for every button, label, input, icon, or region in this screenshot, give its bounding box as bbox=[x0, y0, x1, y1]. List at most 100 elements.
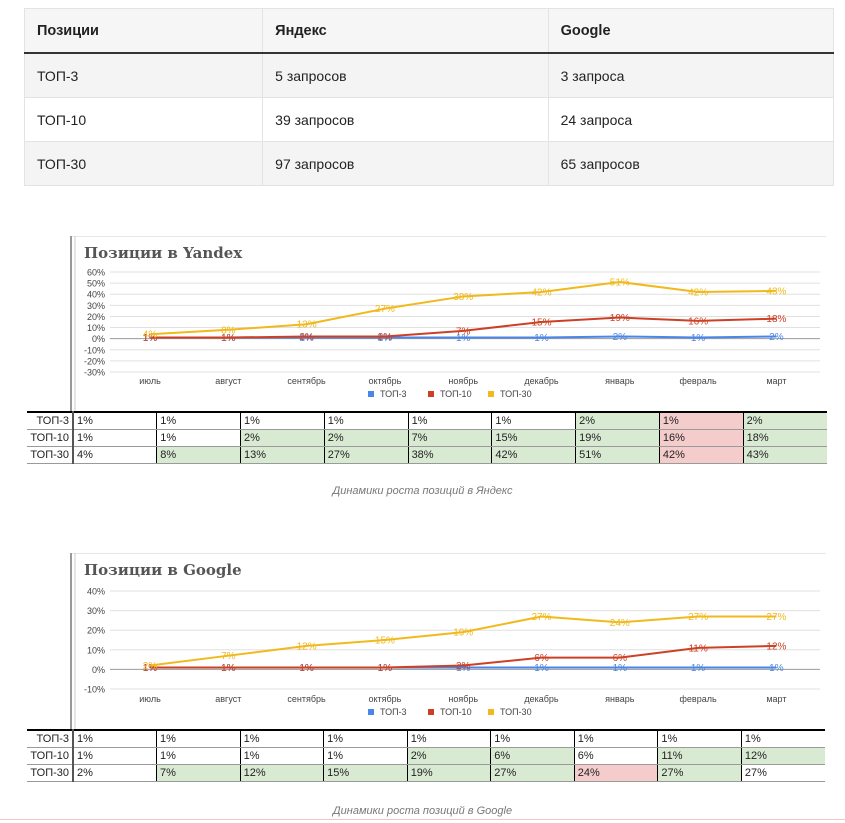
value-cell: 27% bbox=[740, 764, 825, 782]
value-cell: 12% bbox=[239, 764, 324, 782]
value-cell: 27% bbox=[323, 446, 409, 464]
row-label: ТОП-3 bbox=[27, 729, 74, 748]
value-cell: 2% bbox=[575, 411, 660, 430]
value-cell: 1% bbox=[239, 729, 324, 748]
x-tick-label: ноябрь bbox=[448, 694, 478, 704]
value-cell: 19% bbox=[575, 429, 660, 447]
y-tick-label: 0% bbox=[92, 665, 105, 675]
legend-label: ТОП-10 bbox=[440, 707, 472, 717]
data-label: 1% bbox=[534, 333, 549, 344]
data-label: 1% bbox=[534, 663, 549, 674]
value-cell: 1% bbox=[323, 729, 408, 748]
google-line-chart: Позиции в Google 40% 30% 20% 10% 0% -10% июль ав… bbox=[70, 553, 826, 731]
table-row: ТОП-10 1% 1% 1% 1% 2% 6% 6% 11% 12% bbox=[27, 747, 825, 765]
value-cell: 27% bbox=[490, 764, 575, 782]
row-label: ТОП-30 bbox=[27, 446, 74, 464]
table-row: ТОП-3 5 запросов 3 запроса bbox=[24, 52, 834, 98]
value-cell: 2% bbox=[323, 429, 409, 447]
data-label: 2% bbox=[299, 332, 314, 343]
yandex-value: 5 запросов bbox=[262, 52, 549, 98]
value-cell: 1% bbox=[156, 747, 241, 765]
chart-background bbox=[70, 236, 826, 411]
data-label: 42% bbox=[531, 288, 551, 299]
legend-swatch bbox=[428, 709, 434, 715]
data-label: 27% bbox=[531, 612, 551, 623]
data-label: 1% bbox=[691, 663, 706, 674]
value-cell: 8% bbox=[156, 446, 241, 464]
value-cell: 15% bbox=[323, 764, 408, 782]
value-cell: 1% bbox=[406, 729, 491, 748]
chart-background bbox=[70, 553, 826, 731]
value-cell: 1% bbox=[156, 411, 241, 430]
y-tick-label: 10% bbox=[87, 323, 105, 333]
row-label: ТОП-10 bbox=[24, 97, 263, 142]
row-label: ТОП-30 bbox=[27, 764, 74, 782]
value-cell: 4% bbox=[72, 446, 157, 464]
data-label: 2% bbox=[143, 661, 158, 672]
x-tick-label: декабрь bbox=[524, 694, 559, 704]
value-cell: 13% bbox=[240, 446, 325, 464]
y-tick-label: -30% bbox=[84, 368, 105, 378]
google-chart-caption: Динамики роста позиций в Google bbox=[332, 805, 513, 817]
google-value: 65 запросов bbox=[547, 141, 834, 186]
value-cell: 6% bbox=[573, 747, 658, 765]
divider bbox=[0, 819, 845, 820]
google-value: 3 запроса bbox=[547, 52, 834, 98]
value-cell: 1% bbox=[657, 729, 742, 748]
header-positions: Позиции bbox=[24, 8, 263, 54]
row-label: ТОП-30 bbox=[24, 141, 263, 186]
x-tick-label: март bbox=[766, 376, 786, 386]
value-cell: 1% bbox=[72, 429, 157, 447]
value-cell: 1% bbox=[491, 411, 576, 430]
value-cell: 38% bbox=[407, 446, 492, 464]
data-label: 1% bbox=[143, 333, 158, 344]
value-cell: 1% bbox=[72, 411, 157, 430]
value-cell: 1% bbox=[240, 411, 325, 430]
x-tick-label: август bbox=[215, 376, 241, 386]
legend-swatch bbox=[488, 391, 494, 397]
data-label: 1% bbox=[378, 663, 393, 674]
table-row: ТОП-10 39 запросов 24 запроса bbox=[24, 97, 834, 142]
x-tick-label: июль bbox=[139, 376, 161, 386]
y-tick-label: 40% bbox=[87, 290, 105, 300]
value-cell: 12% bbox=[740, 747, 825, 765]
x-tick-label: январь bbox=[605, 376, 635, 386]
data-label: 11% bbox=[688, 643, 707, 654]
y-tick-label: 20% bbox=[87, 626, 105, 636]
value-cell: 1% bbox=[156, 729, 241, 748]
data-label: 1% bbox=[143, 663, 158, 674]
value-cell: 1% bbox=[323, 747, 408, 765]
y-tick-label: 50% bbox=[87, 279, 105, 289]
value-cell: 27% bbox=[657, 764, 742, 782]
value-cell: 11% bbox=[657, 747, 742, 765]
google-value: 24 запроса bbox=[547, 97, 834, 142]
data-label: 1% bbox=[691, 333, 706, 344]
data-label: 7% bbox=[221, 651, 236, 662]
legend-label: ТОП-10 bbox=[440, 389, 472, 399]
value-cell: 19% bbox=[406, 764, 491, 782]
chart-title: Позиции в Google bbox=[84, 561, 242, 579]
data-label: 15% bbox=[531, 318, 551, 329]
y-tick-label: 60% bbox=[87, 268, 105, 278]
data-label: 6% bbox=[613, 653, 628, 664]
value-cell: 2% bbox=[406, 747, 491, 765]
data-label: 1% bbox=[613, 663, 628, 674]
value-cell: 51% bbox=[575, 446, 660, 464]
x-tick-label: февраль bbox=[680, 694, 717, 704]
value-cell: 6% bbox=[490, 747, 575, 765]
data-label: 19% bbox=[453, 628, 473, 639]
data-label: 13% bbox=[297, 320, 317, 331]
google-values-table: ТОП-3 1% 1% 1% 1% 1% 1% 1% 1% 1% ТОП-10 1% 1% 1% 1% 2% 6… bbox=[27, 729, 825, 782]
y-tick-label: 0% bbox=[92, 334, 105, 344]
data-label: 1% bbox=[299, 663, 314, 674]
data-label: 2% bbox=[378, 332, 393, 343]
data-label: 4% bbox=[143, 330, 158, 341]
data-label: 2% bbox=[769, 332, 784, 343]
data-label: 1% bbox=[221, 663, 236, 674]
value-cell: 16% bbox=[658, 429, 744, 447]
value-cell: 1% bbox=[323, 411, 409, 430]
table-row: ТОП-30 4% 8% 13% 27% 38% 42% 51% 42% 43% bbox=[27, 446, 827, 464]
data-label: 2% bbox=[456, 661, 471, 672]
x-tick-label: декабрь bbox=[524, 376, 559, 386]
data-label: 2% bbox=[613, 332, 628, 343]
